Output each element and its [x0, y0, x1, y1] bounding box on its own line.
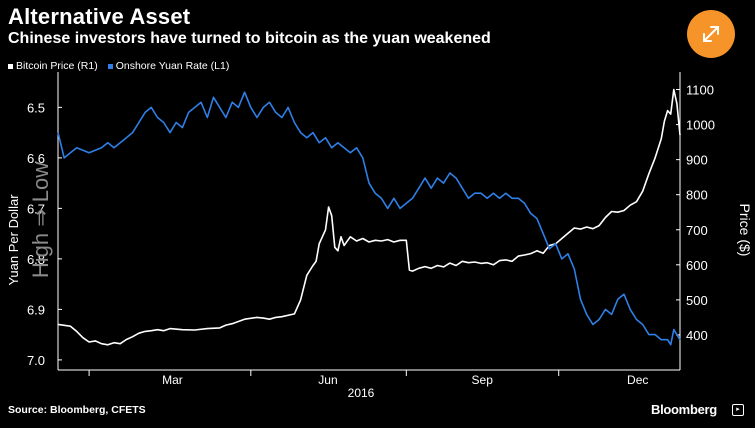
left-axis-tick-label: 6.9 [27, 302, 45, 317]
expand-button[interactable] [687, 10, 735, 58]
right-axis-tick-label: 1100 [686, 83, 714, 98]
legend-swatch-yuan [107, 63, 113, 69]
legend-swatch-bitcoin [8, 63, 13, 69]
left-axis-tick-label: 6.7 [27, 201, 45, 216]
x-axis-tick-label: Mar [162, 373, 183, 387]
chart-axes [57, 72, 681, 371]
x-axis-tick-label: Sep [472, 373, 494, 387]
x-axis-tick-label: Dec [627, 373, 648, 387]
right-axis-tick-label: 1000 [686, 118, 715, 133]
left-axis-tick-label: 6.8 [27, 252, 45, 267]
chart-subtitle: Chinese investors have turned to bitcoin… [8, 30, 491, 47]
legend-label-yuan: Onshore Yuan Rate (L1) [115, 60, 230, 73]
year-label: 2016 [348, 386, 375, 400]
series-line-bitcoin [57, 88, 681, 346]
series-line-yuan [57, 91, 681, 346]
right-axis-tick-label: 700 [686, 223, 708, 238]
expand-arrows-icon [703, 26, 719, 42]
left-axis-tick-label: 6.6 [27, 151, 45, 166]
source-note: Source: Bloomberg, CFETS [8, 404, 146, 416]
x-axis-tick-label: Jun [318, 373, 337, 387]
direction-label: High ⇒ Low [28, 162, 53, 278]
bloomberg-logo: Bloomberg [651, 402, 717, 417]
left-axis-tick-label: 7.0 [27, 353, 45, 368]
chart-legend: Bitcoin Price (R1) Onshore Yuan Rate (L1… [8, 60, 229, 72]
legend-label-bitcoin: Bitcoin Price (R1) [16, 60, 98, 73]
legend-item-bitcoin: Bitcoin Price (R1) [8, 60, 98, 72]
right-axis-tick-label: 900 [686, 153, 708, 168]
right-axis-tick-label: 600 [686, 258, 708, 273]
right-axis-tick-label: 800 [686, 188, 708, 203]
legend-item-yuan: Onshore Yuan Rate (L1) [107, 60, 230, 73]
chart-title: Alternative Asset [8, 4, 191, 29]
right-axis-tick-label: 500 [686, 293, 708, 308]
left-axis-tick-label: 6.5 [27, 100, 45, 115]
left-axis-label: Yuan Per Dollar [6, 194, 21, 286]
bloomberg-mark-icon: ▸ [732, 404, 744, 416]
right-axis-label: Price ($) [737, 204, 753, 257]
right-axis-tick-label: 400 [686, 328, 708, 343]
